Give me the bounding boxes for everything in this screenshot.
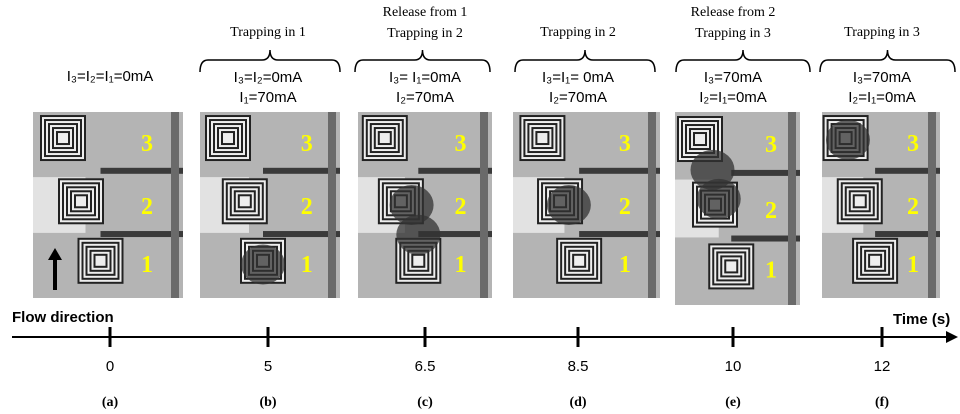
caption: Trapping in 1: [230, 25, 306, 40]
coil-label: 2: [141, 194, 153, 220]
coil-label: 2: [907, 194, 919, 220]
current-setting: I₃=I₂=0mA: [234, 69, 303, 86]
coil-label: 1: [907, 252, 919, 278]
coil: [206, 116, 250, 160]
coil-label: 1: [301, 252, 313, 278]
caption: Release from 2: [691, 5, 776, 20]
channel: [579, 168, 660, 174]
panel-label: (f): [875, 395, 889, 410]
coil-label: 1: [619, 252, 631, 278]
coil: [223, 179, 267, 223]
coil: [853, 239, 897, 283]
coil-label: 3: [454, 131, 466, 157]
time-label: 6.5: [415, 358, 436, 375]
coil: [838, 179, 882, 223]
bead-cluster: [396, 215, 440, 255]
panel-label: (c): [417, 395, 433, 410]
caption: Trapping in 2: [387, 26, 463, 41]
panel-label: (d): [569, 395, 586, 410]
edge: [928, 112, 936, 298]
coil-label: 1: [765, 258, 777, 284]
panel-label: (b): [259, 395, 276, 410]
current-setting: I₃= I₁=0mA: [389, 69, 461, 86]
coil-label: 3: [765, 132, 777, 158]
edge: [328, 112, 336, 298]
time-label: 5: [264, 358, 272, 375]
time-label: 0: [106, 358, 114, 375]
coil-label: 3: [619, 131, 631, 157]
coil-label: 2: [765, 198, 777, 224]
coil: [363, 116, 407, 160]
coil: [520, 116, 564, 160]
coil-label: 2: [301, 194, 313, 220]
coil-label: 2: [454, 194, 466, 220]
time-label: 8.5: [568, 358, 589, 375]
panel-label: (e): [725, 395, 741, 410]
coil-label: 1: [454, 252, 466, 278]
current-setting: I₃=70mA: [853, 69, 911, 86]
coil-label: 3: [301, 131, 313, 157]
axis-label: Time (s): [893, 311, 950, 328]
caption: Trapping in 2: [540, 25, 616, 40]
current-setting: I₂=70mA: [549, 89, 607, 106]
bead-cluster: [697, 179, 741, 219]
flow-label: Flow direction: [12, 309, 114, 326]
edge: [480, 112, 488, 298]
channel: [101, 168, 184, 174]
coil: [557, 239, 601, 283]
coil-label: 3: [141, 131, 153, 157]
caption: Trapping in 3: [844, 25, 920, 40]
caption: Release from 1: [383, 5, 468, 20]
current-setting: I₂=70mA: [396, 89, 454, 106]
current-setting: I₃=70mA: [704, 69, 762, 86]
coil: [79, 239, 123, 283]
edge: [171, 112, 179, 298]
channel: [579, 231, 660, 237]
bead-cluster: [826, 120, 870, 160]
coil-label: 3: [907, 131, 919, 157]
bead-cluster: [547, 185, 591, 225]
current-setting: I₁=70mA: [239, 89, 296, 106]
coil: [41, 116, 85, 160]
current-setting: I₂=I₁=0mA: [699, 89, 767, 106]
edge: [788, 112, 796, 305]
coil-label: 1: [141, 252, 153, 278]
figure: Flow direction Time (s) 3 2 1 I₃=I₂=I₁=0mA 0…: [0, 0, 960, 414]
current-setting: I₃=I₂=I₁=0mA: [67, 68, 154, 85]
coil-label: 2: [619, 194, 631, 220]
current-setting: I₃=I₁= 0mA: [542, 69, 614, 86]
current-setting: I₂=I₁=0mA: [848, 89, 916, 106]
time-label: 12: [874, 358, 891, 375]
panel-label: (a): [102, 395, 119, 410]
bead-cluster: [241, 245, 285, 285]
axis-arrow: [946, 331, 958, 343]
coil: [59, 179, 103, 223]
time-label: 10: [725, 358, 742, 375]
coil: [709, 244, 753, 288]
edge: [648, 112, 656, 298]
caption: Trapping in 3: [695, 26, 771, 41]
channel: [101, 231, 184, 237]
